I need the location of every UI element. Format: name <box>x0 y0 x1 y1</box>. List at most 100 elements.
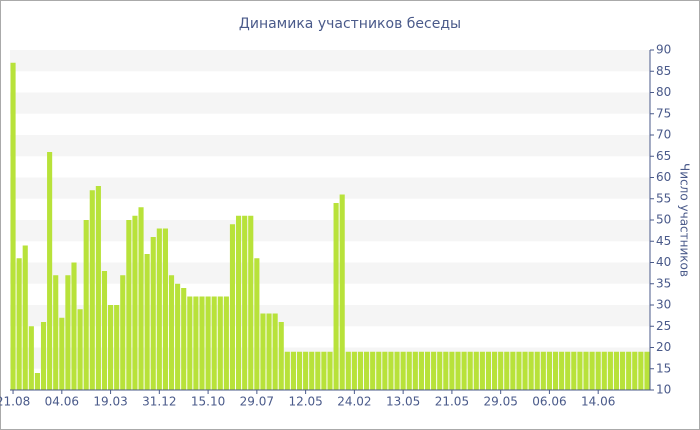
y-tick-label: 85 <box>656 64 671 78</box>
bar <box>175 283 181 390</box>
bar <box>644 351 650 390</box>
bar <box>10 62 16 390</box>
bar <box>229 224 236 390</box>
bar <box>620 351 626 390</box>
bar <box>613 351 620 390</box>
bar <box>351 351 357 390</box>
bar <box>412 351 418 390</box>
bar <box>607 351 613 390</box>
bar <box>211 296 217 390</box>
bar <box>199 296 205 390</box>
bar <box>284 351 290 390</box>
bar <box>461 351 467 390</box>
x-tick-label: 29.05 <box>483 395 517 409</box>
bar <box>193 296 199 390</box>
bar <box>492 351 498 390</box>
bar <box>443 351 449 390</box>
bar <box>534 351 540 390</box>
x-tick-label: 31.12 <box>142 395 176 409</box>
bar <box>101 271 108 390</box>
bar <box>601 351 607 390</box>
y-tick-label: 75 <box>656 106 671 120</box>
bar <box>540 351 546 390</box>
bar <box>168 275 175 390</box>
bar <box>89 190 95 390</box>
bar <box>138 207 144 390</box>
bar <box>485 351 492 390</box>
bar <box>236 215 242 390</box>
y-tick-label: 60 <box>656 170 671 184</box>
bar <box>150 237 156 390</box>
bar <box>479 351 485 390</box>
y-tick-label: 30 <box>656 298 671 312</box>
x-tick-label: 21.05 <box>435 395 469 409</box>
y-tick-label: 80 <box>656 85 671 99</box>
bar <box>498 351 504 390</box>
chart-title: Динамика участников беседы <box>239 16 461 32</box>
x-tick-label: 14.06 <box>581 395 615 409</box>
y-tick-label: 65 <box>656 149 671 163</box>
bar <box>278 322 284 390</box>
bar <box>59 317 65 390</box>
x-tick-label: 13.05 <box>386 395 420 409</box>
bar <box>364 351 370 390</box>
bar <box>162 228 168 390</box>
bar <box>589 351 595 390</box>
bar <box>65 275 71 390</box>
bar <box>266 313 272 390</box>
bar <box>571 351 577 390</box>
bar <box>296 351 303 390</box>
bar <box>583 351 589 390</box>
bar <box>34 373 40 390</box>
bar <box>382 351 388 390</box>
grid-band <box>10 92 650 114</box>
bar <box>321 351 327 390</box>
x-tick-label: 04.06 <box>45 395 79 409</box>
bar <box>120 275 126 390</box>
bar <box>327 351 333 390</box>
bar <box>595 351 601 390</box>
y-tick-label: 55 <box>656 191 671 205</box>
bar <box>339 194 345 390</box>
bar <box>370 351 376 390</box>
x-tick-label: 29.07 <box>240 395 274 409</box>
y-tick-label: 20 <box>656 340 671 354</box>
bar <box>16 258 22 390</box>
bar <box>510 351 516 390</box>
bar <box>418 351 424 390</box>
bar <box>632 351 638 390</box>
bar <box>260 313 266 390</box>
grid-band <box>10 135 650 157</box>
bar <box>376 351 382 390</box>
x-tick-label: 24.02 <box>337 395 371 409</box>
bar <box>40 322 47 390</box>
bar <box>242 215 248 390</box>
x-tick-label: 12.05 <box>288 395 322 409</box>
bar <box>406 351 412 390</box>
bar <box>290 351 296 390</box>
x-tick-label: 15.10 <box>191 395 225 409</box>
bar <box>333 203 339 390</box>
grid-band <box>10 177 650 199</box>
bar <box>394 351 400 390</box>
bar <box>431 351 437 390</box>
bar <box>400 351 406 390</box>
bar <box>345 351 351 390</box>
bar <box>565 351 571 390</box>
bar <box>455 351 461 390</box>
bar <box>357 351 364 390</box>
bar <box>272 313 278 390</box>
bar <box>449 351 455 390</box>
bar <box>22 245 28 390</box>
bar <box>467 351 473 390</box>
bar <box>437 351 443 390</box>
y-tick-label: 70 <box>656 128 671 142</box>
bar <box>504 351 510 390</box>
x-tick-label: 19.03 <box>93 395 127 409</box>
bar <box>156 228 162 390</box>
bar <box>95 186 101 390</box>
bar <box>522 351 528 390</box>
bar <box>187 296 193 390</box>
y-tick-label: 10 <box>656 383 671 397</box>
